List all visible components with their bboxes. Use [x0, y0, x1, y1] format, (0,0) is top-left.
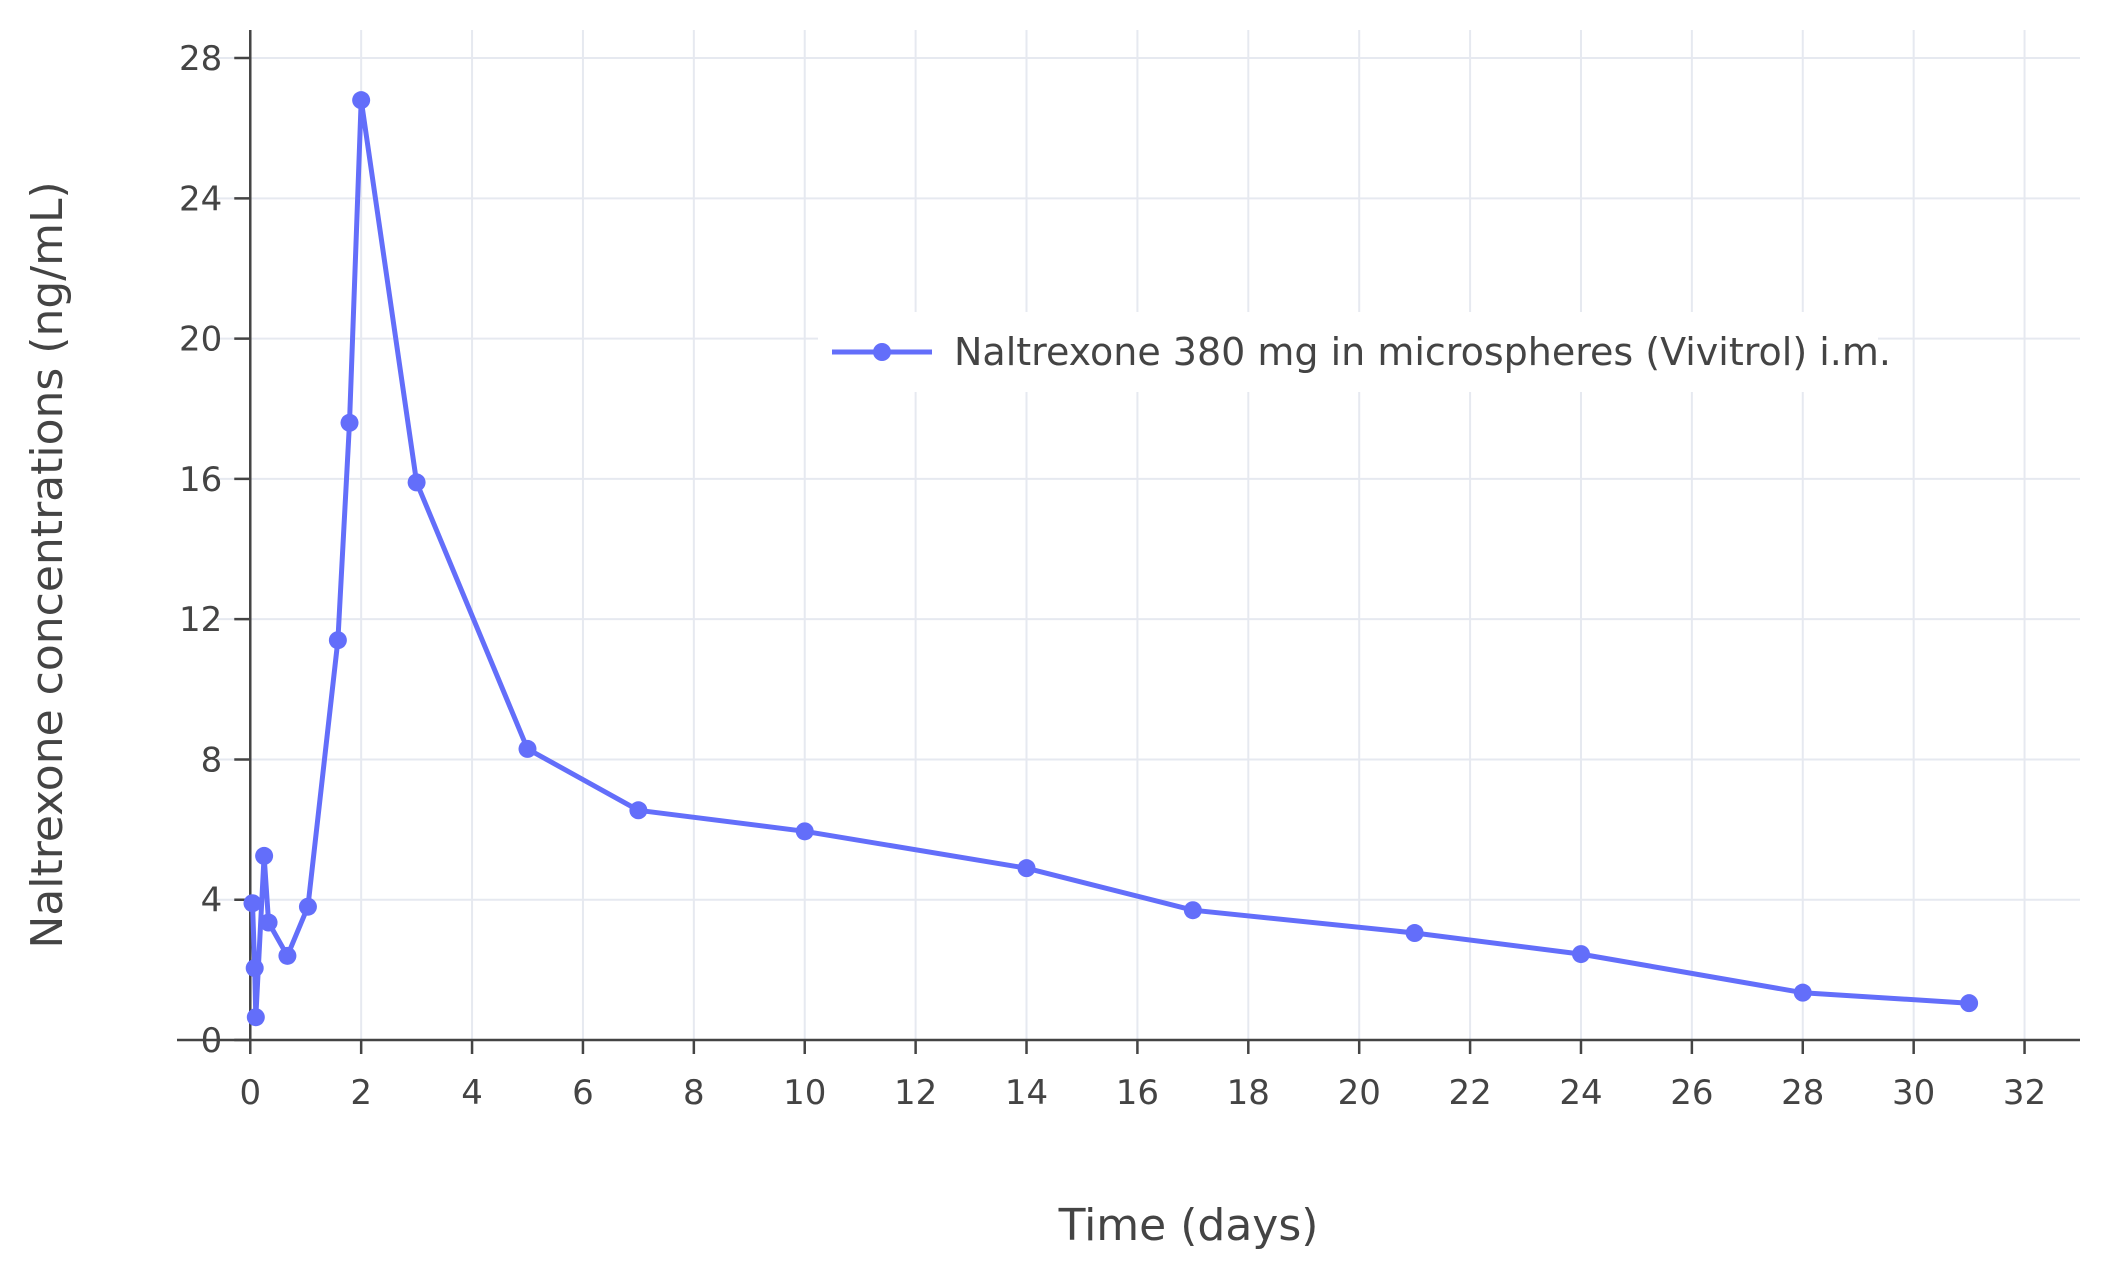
data-point[interactable]	[340, 413, 359, 432]
x-tick-label: 12	[894, 1073, 937, 1113]
x-tick-label: 6	[572, 1073, 594, 1113]
data-point[interactable]	[1960, 994, 1979, 1013]
data-point[interactable]	[328, 631, 347, 650]
data-point[interactable]	[518, 739, 537, 758]
y-tick-label: 24	[179, 179, 222, 219]
grid	[217, 30, 2080, 1040]
series-layer	[243, 91, 1979, 1027]
x-tick-label: 28	[1781, 1073, 1824, 1113]
data-point[interactable]	[1571, 945, 1590, 964]
data-point[interactable]	[259, 913, 278, 932]
legend[interactable]: Naltrexone 380 mg in microspheres (Vivit…	[818, 312, 1891, 392]
data-point[interactable]	[407, 473, 426, 492]
legend-marker-swatch	[873, 343, 891, 361]
x-tick-label: 0	[239, 1073, 261, 1113]
legend-label: Naltrexone 380 mg in microspheres (Vivit…	[954, 330, 1891, 374]
y-tick-label: 8	[201, 740, 223, 780]
x-tick-label: 22	[1448, 1073, 1491, 1113]
data-point[interactable]	[255, 846, 274, 865]
series-line	[250, 97, 1970, 1020]
data-point[interactable]	[1405, 924, 1424, 943]
x-tick-label: 16	[1116, 1073, 1159, 1113]
y-tick-label: 0	[201, 1021, 223, 1061]
axes: 0 2 4 6 8 10 12 14 16 18 20 22 24 26 28 30 3204812162024…	[177, 30, 2080, 1113]
data-point[interactable]	[278, 946, 297, 965]
data-point[interactable]	[352, 91, 371, 110]
x-tick-label: 18	[1227, 1073, 1270, 1113]
x-tick-label: 20	[1338, 1073, 1381, 1113]
y-tick-label: 20	[179, 320, 222, 360]
x-tick-label: 32	[2003, 1073, 2046, 1113]
data-point[interactable]	[298, 897, 317, 916]
y-tick-label: 4	[201, 881, 223, 921]
data-point[interactable]	[1183, 901, 1202, 920]
x-tick-label: 2	[350, 1073, 372, 1113]
legend-background	[818, 312, 1878, 392]
data-point[interactable]	[1017, 859, 1036, 878]
x-tick-label: 26	[1670, 1073, 1713, 1113]
y-axis-title: Naltrexone concentrations (ng/mL)	[22, 181, 73, 948]
x-tick-label: 10	[783, 1073, 826, 1113]
x-tick-label: 30	[1892, 1073, 1935, 1113]
data-point[interactable]	[629, 801, 648, 820]
x-tick-label: 24	[1559, 1073, 1602, 1113]
data-point[interactable]	[245, 959, 264, 978]
data-point[interactable]	[243, 894, 262, 913]
y-tick-label: 12	[179, 600, 222, 640]
x-axis-title: Time (days)	[1058, 1200, 1319, 1251]
data-point[interactable]	[1793, 983, 1812, 1002]
data-point[interactable]	[246, 1008, 265, 1027]
y-tick-label: 16	[179, 460, 222, 500]
x-tick-label: 14	[1005, 1073, 1048, 1113]
x-tick-label: 8	[683, 1073, 705, 1113]
data-point[interactable]	[795, 822, 814, 841]
y-tick-label: 28	[179, 39, 222, 79]
x-tick-label: 4	[461, 1073, 483, 1113]
